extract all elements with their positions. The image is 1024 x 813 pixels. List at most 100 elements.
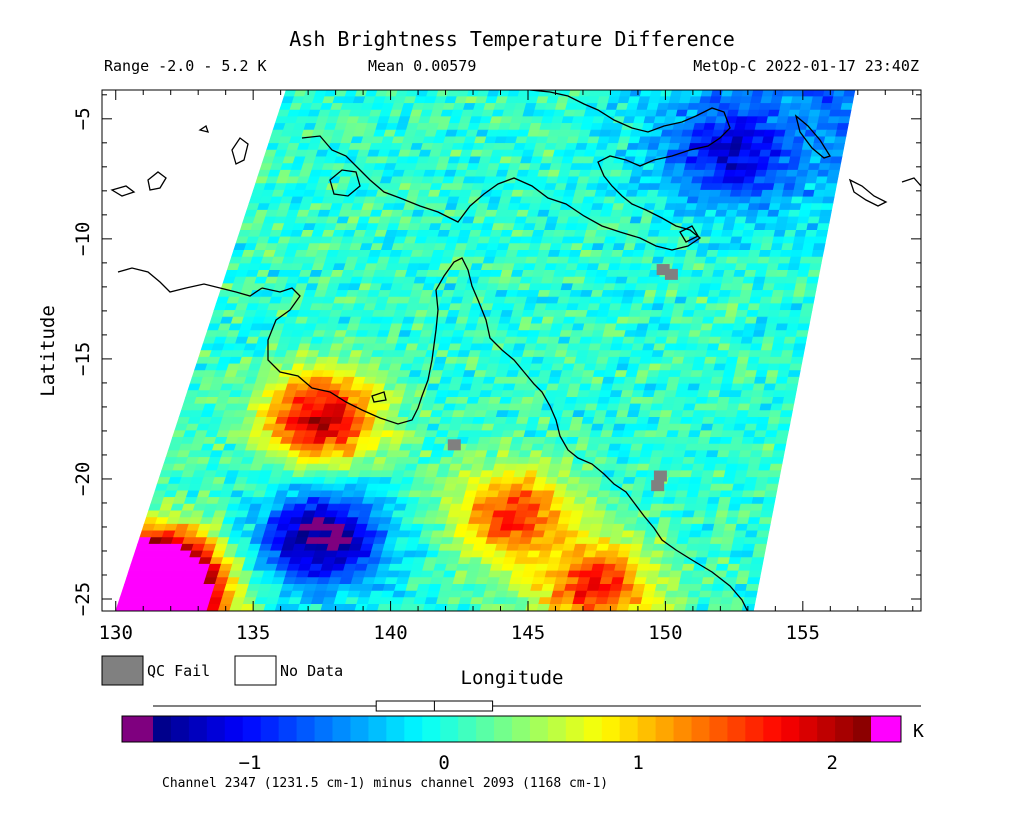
swath-pixel	[806, 223, 819, 231]
swath-pixel	[748, 510, 763, 518]
swath-pixel	[741, 490, 755, 498]
colorbar-segment	[242, 716, 262, 742]
swath-pixel	[724, 363, 738, 371]
swath-pixel	[555, 523, 570, 532]
swath-pixel	[597, 136, 611, 144]
swath-pixel	[330, 490, 345, 498]
swath-pixel	[712, 470, 726, 478]
swath-pixel	[496, 450, 510, 458]
swath-pixel	[688, 189, 701, 198]
swath-pixel	[455, 396, 469, 405]
swath-pixel	[785, 123, 798, 131]
swath-pixel	[688, 430, 702, 438]
swath-pixel	[772, 390, 786, 398]
swath-pixel	[685, 443, 699, 452]
swath-pixel	[756, 470, 771, 478]
swath-pixel	[744, 370, 758, 378]
swath-pixel	[440, 256, 454, 265]
swath-pixel	[532, 269, 546, 278]
swath-pixel	[505, 457, 520, 465]
swath-pixel	[530, 583, 544, 592]
swath-pixel	[719, 490, 733, 498]
swath-pixel	[321, 443, 336, 452]
swath-pixel	[441, 450, 455, 458]
coastline-island-1	[147, 171, 167, 191]
swath-pixel	[673, 396, 687, 405]
swath-pixel	[716, 503, 731, 512]
swath-pixel	[499, 570, 514, 578]
swath-pixel	[752, 383, 766, 391]
x-tick-label: 140	[373, 622, 407, 644]
swath-pixel	[696, 603, 710, 611]
swath-pixel	[725, 163, 738, 171]
swath-pixel	[722, 530, 736, 538]
swath-pixel	[466, 396, 480, 405]
swath-pixel	[410, 563, 425, 572]
swath-pixel	[773, 443, 787, 452]
swath-pixel	[677, 103, 690, 111]
swath-pixel	[786, 269, 800, 278]
swath-pixel	[524, 256, 538, 265]
swath-pixel	[642, 296, 656, 305]
swath-pixel	[468, 430, 482, 438]
swath-pixel	[475, 363, 489, 371]
swath-pixel	[477, 276, 491, 285]
swath-pixel	[680, 416, 694, 425]
swath-pixel	[607, 96, 621, 104]
swath-pixel	[827, 116, 840, 124]
swath-pixel	[717, 396, 731, 405]
swath-pixel	[748, 250, 761, 258]
swath-pixel	[521, 269, 535, 278]
swath-pixel	[459, 343, 473, 351]
swath-pixel	[575, 350, 590, 358]
swath-pixel	[682, 310, 695, 318]
swath-pixel	[713, 169, 726, 178]
swath-pixel	[448, 343, 462, 351]
swath-pixel	[712, 316, 726, 325]
swath-pixel	[660, 557, 675, 565]
swath-pixel	[553, 396, 567, 405]
x-axis-label: Longitude	[461, 667, 564, 689]
swath-pixel	[491, 343, 505, 351]
swath-pixel	[646, 189, 660, 198]
swath-pixel	[651, 396, 665, 405]
swath-pixel	[677, 283, 691, 291]
swath-pixel	[700, 477, 714, 485]
swath-pixel	[757, 256, 771, 265]
swath-pixel	[343, 443, 358, 452]
swath-pixel	[742, 543, 756, 552]
swath-pixel	[697, 103, 711, 111]
swath-pixel	[571, 283, 585, 291]
swath-pixel	[690, 370, 704, 378]
no-data-label: No Data	[280, 662, 343, 680]
swath-pixel	[494, 330, 509, 338]
swath-pixel	[458, 510, 473, 518]
swath-pixel	[365, 563, 380, 572]
swath-pixel	[686, 243, 700, 251]
swath-pixel	[822, 196, 835, 204]
swath-pixel	[535, 176, 549, 184]
swath-pixel	[452, 250, 466, 258]
swath-pixel	[652, 543, 666, 552]
channel-footnote: Channel 2347 (1231.5 cm-1) minus channel…	[162, 776, 608, 791]
swath-pixel	[634, 423, 648, 432]
swath-pixel	[542, 269, 556, 278]
swath-pixel	[452, 290, 466, 298]
swath-pixel	[495, 497, 510, 505]
swath-pixel	[792, 136, 806, 144]
swath-pixel	[519, 490, 533, 498]
swath-pixel	[556, 256, 570, 265]
swath-pixel	[608, 490, 622, 498]
swath-pixel	[352, 490, 367, 498]
swath-pixel	[639, 310, 653, 318]
swath-pixel	[558, 250, 572, 258]
swath-pixel	[456, 477, 470, 485]
swath-pixel	[312, 436, 327, 445]
swath-pixel	[770, 96, 783, 104]
swath-pixel	[492, 597, 507, 605]
swath-pixel	[447, 230, 461, 238]
swath-pixel	[694, 350, 708, 358]
swath-pixel	[696, 443, 710, 452]
swath-pixel	[577, 256, 591, 265]
swath-pixel	[676, 336, 690, 345]
